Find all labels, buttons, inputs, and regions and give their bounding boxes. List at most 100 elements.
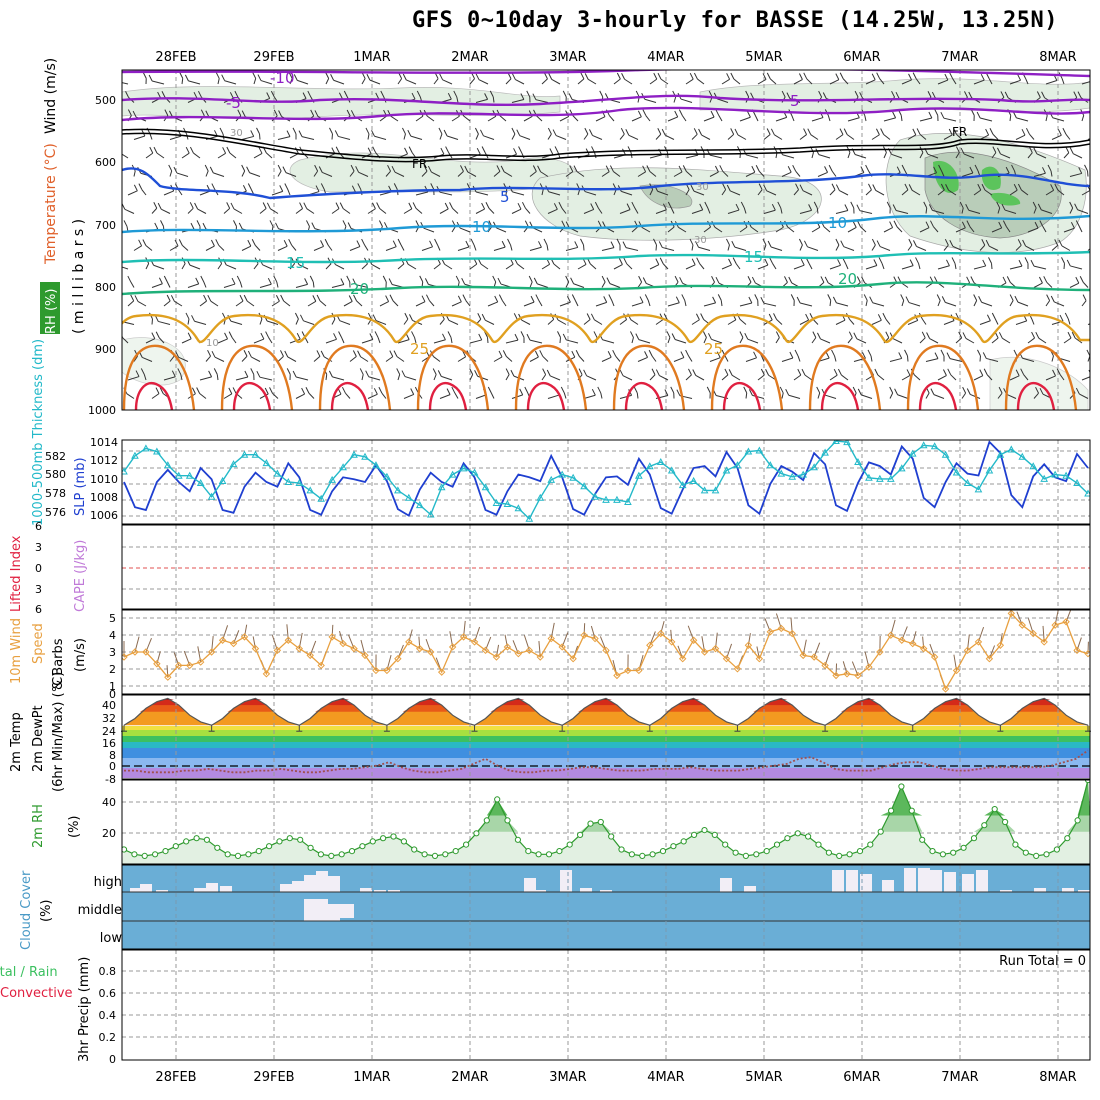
- upper-barb: [900, 115, 903, 122]
- upper-barb-flag: [873, 259, 878, 266]
- upper-barb: [1009, 375, 1020, 381]
- upper-barb: [511, 99, 524, 103]
- upper-barb-flag: [856, 276, 861, 283]
- upper-barb-flag: [603, 296, 608, 303]
- upper-barb-flag: [260, 332, 265, 340]
- upper-barb-flag: [184, 74, 189, 82]
- upper-barb-flag: [437, 370, 442, 377]
- cloud-gap: [140, 884, 152, 892]
- upper-barb: [241, 170, 246, 177]
- upper-barb: [541, 78, 548, 85]
- upper-barb-flag: [817, 332, 821, 340]
- upper-barb: [907, 134, 917, 140]
- upper-barb: [781, 392, 784, 399]
- upper-barb: [875, 190, 885, 196]
- wind-barb: [331, 624, 334, 637]
- upper-barb-flag: [189, 202, 194, 209]
- upper-barb: [937, 79, 949, 85]
- upper-barb: [253, 78, 257, 85]
- upper-barb: [181, 263, 186, 270]
- upper-barb: [358, 171, 369, 177]
- upper-barb: [369, 79, 381, 85]
- upper-barb: [451, 115, 460, 122]
- upper-barb-flag: [753, 351, 758, 359]
- upper-barb: [331, 284, 344, 288]
- label-25-b: 25: [704, 340, 723, 358]
- upper-barb-flag: [578, 368, 583, 375]
- rh-marker: [525, 848, 532, 855]
- upper-barb-flag: [299, 314, 304, 322]
- upper-barb-flag: [925, 221, 930, 228]
- upper-barb-flag: [526, 333, 531, 341]
- thickness-marker: [229, 460, 238, 468]
- upper-barb: [439, 208, 449, 214]
- label-20-b: 20: [838, 270, 857, 288]
- upper-barb: [555, 135, 567, 140]
- upper-barb: [1022, 357, 1035, 362]
- wind-speed-marker: [733, 665, 742, 673]
- temp-tick-minus8: -8: [105, 773, 116, 786]
- upper-barb: [703, 337, 707, 344]
- upper-barb-flag: [824, 276, 829, 284]
- upper-barb: [156, 152, 165, 159]
- upper-barb-flag: [408, 202, 413, 210]
- upper-barb: [879, 246, 891, 251]
- upper-barb-flag: [293, 74, 298, 81]
- thickness-marker: [273, 469, 282, 477]
- wind-label: Wind (m/s): [43, 58, 59, 134]
- rh-marker: [908, 807, 915, 814]
- upper-barb: [937, 189, 945, 196]
- upper-barb-flag: [680, 351, 685, 358]
- upper-barb-flag: [1022, 239, 1027, 247]
- wind-axis-labels: 10m Wind Speed & Barbs (m/s): [9, 618, 88, 690]
- upper-barb: [573, 283, 585, 288]
- upper-barb-flag: [644, 351, 648, 358]
- slp-thk-ticks: 582 580 578 576 1014 1012 1010 1008 1006: [45, 436, 118, 522]
- upper-barb: [739, 337, 744, 344]
- upper-barb-flag: [835, 238, 840, 246]
- upper-barb-flag: [474, 127, 479, 135]
- upper-barb-flag: [905, 296, 910, 303]
- temp-cap: [939, 698, 974, 706]
- rh-marker: [152, 851, 159, 858]
- wind-speed-marker: [930, 653, 939, 661]
- li-tick-6b: 6: [35, 603, 42, 616]
- thickness-marker: [974, 485, 983, 493]
- wind-tick-2: 2: [109, 663, 116, 676]
- upper-barb-flag: [1062, 127, 1067, 135]
- bottom-date-8: 7MAR: [941, 1070, 978, 1085]
- upper-barb-flag: [309, 275, 314, 283]
- upper-barb-flag: [704, 201, 709, 209]
- upper-barb: [295, 283, 308, 288]
- upper-barb-flag: [940, 111, 945, 119]
- wind-speed-marker: [678, 655, 687, 663]
- upper-barb-flag: [616, 72, 621, 80]
- contour-30: [122, 344, 1078, 410]
- thickness-marker: [251, 450, 260, 458]
- cloud-gap: [904, 868, 916, 892]
- upper-barb-flag: [886, 201, 891, 209]
- upper-barb: [285, 172, 297, 177]
- upper-barb: [918, 263, 921, 270]
- upper-barb-flag: [982, 259, 987, 267]
- upper-barb: [597, 207, 603, 214]
- upper-barb-flag: [1070, 222, 1075, 229]
- upper-barb: [685, 171, 693, 177]
- temp-cap: [238, 698, 273, 706]
- upper-barb-flag: [446, 388, 451, 395]
- contour-35: [134, 381, 1056, 410]
- upper-barb: [709, 171, 719, 177]
- temp-tick-32: 32: [102, 712, 116, 725]
- upper-barb-flag: [305, 387, 310, 394]
- temperature-color-bands: [122, 726, 1090, 778]
- upper-barb-flag: [781, 90, 786, 98]
- upper-barb-flag: [474, 370, 479, 377]
- upper-barb-flag: [372, 146, 377, 153]
- upper-barb: [649, 171, 657, 177]
- thickness-marker: [744, 447, 753, 455]
- upper-barb-flag: [535, 294, 540, 301]
- wind-speed-marker: [974, 638, 983, 646]
- upper-barb-flag: [163, 275, 168, 283]
- upper-barb-flag: [1057, 129, 1062, 136]
- upper-barb: [601, 247, 615, 251]
